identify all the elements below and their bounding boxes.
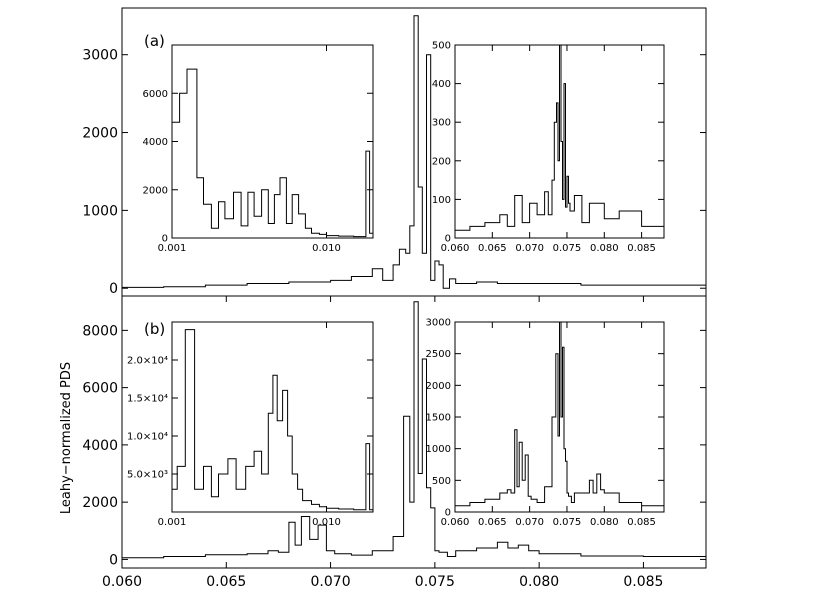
panel-b-main-xtick-label: 0.060 (102, 574, 142, 590)
panel-a-inset-right-xtick-label: 0.075 (553, 243, 582, 254)
panel-b-main-xtick-label: 0.070 (311, 574, 351, 590)
panel-a-main-panel-label: (a) (144, 32, 165, 50)
panel-b-inset-right-ytick-label: 1000 (426, 444, 451, 455)
panel-b-main-ytick-label: 2000 (82, 495, 118, 511)
panel-b-main-xtick-label: 0.075 (415, 574, 455, 590)
panel-a-inset-right-ytick-label: 200 (432, 156, 451, 167)
panel-b-main-xtick-label: 0.085 (623, 574, 663, 590)
panel-b-inset-left: 5.0×10³ 1.0×10⁴ 1.5×10⁴ 2.0×10⁴ 0.001 0.010 (127, 321, 374, 528)
panel-b-main-xtick-label: 0.065 (206, 574, 246, 590)
panel-b-inset-right-xtick-label: 0.075 (553, 517, 582, 528)
panel-b-inset-right-ytick-label: 2000 (426, 381, 451, 392)
panel-a-inset-right-xtick-label: 0.080 (590, 243, 619, 254)
panel-b-inset-right-xtick-label: 0.060 (441, 517, 470, 528)
panel-a-inset-right-ytick-label: 100 (432, 195, 451, 206)
panel-b-inset-left-frame (171, 321, 374, 513)
panel-b-inset-right-xtick-label: 0.080 (590, 517, 619, 528)
panel-b-inset-right-xtick-label: 0.085 (627, 517, 656, 528)
panel-a-inset-right-ytick-label: 400 (432, 79, 451, 90)
panel-a-inset-right-xtick-label: 0.085 (627, 243, 656, 254)
panel-b-inset-left-series-line (172, 329, 373, 511)
y-axis-label: Leahy−normalized PDS (59, 362, 74, 514)
panel-a-inset-left-ytick-label: 2000 (143, 185, 168, 196)
panel-b: 0 2000 4000 6000 8000 0.060 0.065 0.070 0.075 0.0… (82, 295, 707, 590)
panel-a-inset-right-ytick-label: 300 (432, 118, 451, 129)
panel-b-main-ytick-label: 4000 (82, 438, 118, 454)
panel-b-inset-right-ytick-label: 2500 (426, 349, 451, 360)
panel-b-main-ytick-label: 0 (109, 552, 118, 568)
panel-a-main-ytick-label: 2000 (82, 125, 118, 141)
panel-a-inset-left-xtick-label: 0.010 (312, 243, 341, 254)
panel-a-main-ytick-label: 1000 (82, 203, 118, 219)
panel-b-inset-right: 0 500 1000 1500 2000 2500 3000 0.060 0.065 0.070 0… (426, 318, 665, 528)
panel-a-main-series-line (122, 15, 707, 289)
panel-a-main-ytick-label: 0 (109, 281, 118, 297)
panel-b-main-series-line (122, 301, 707, 559)
panel-a-inset-right-ytick-label: 0 (445, 234, 451, 245)
panel-b-inset-right-ytick-label: 0 (445, 508, 451, 519)
panel-a-inset-right-ytick-label: 500 (432, 41, 451, 52)
panel-a-inset-right: 0 100 200 300 400 500 0.060 0.065 0.070 0.075 0.08… (432, 41, 665, 254)
panel-b-inset-left-xtick-label: 0.001 (158, 517, 187, 528)
panel-b-inset-right-ytick-label: 3000 (426, 318, 451, 329)
panel-b-main-panel-label: (b) (144, 320, 165, 338)
panel-a-inset-left-ytick-label: 4000 (143, 137, 168, 148)
panel-a-main-ytick-label: 3000 (82, 48, 118, 64)
panel-a-inset-left-xtick-label: 0.001 (158, 243, 187, 254)
panel-b-inset-left-ytick-label: 1.0×10⁴ (127, 432, 168, 443)
panel-b-inset-left-ytick-label: 5.0×10³ (127, 470, 168, 481)
panel-a-inset-right-xtick-label: 0.065 (478, 243, 507, 254)
panel-b-inset-right-xtick-label: 0.065 (478, 517, 507, 528)
panel-b-inset-right-ytick-label: 500 (432, 476, 451, 487)
panel-b-inset-left-xtick-label: 0.010 (312, 517, 341, 528)
panel-a-inset-left-series-line (172, 68, 373, 238)
panel-a-inset-left-ytick-label: 6000 (143, 89, 168, 100)
panel-a-inset-right-xtick-label: 0.070 (515, 243, 544, 254)
panel-b-inset-left-ytick-label: 2.0×10⁴ (127, 356, 168, 367)
panel-b-inset-left-ytick-label: 1.5×10⁴ (127, 394, 168, 405)
panel-b-inset-right-xtick-label: 0.070 (515, 517, 544, 528)
panel-a-inset-right-xtick-label: 0.060 (441, 243, 470, 254)
panel-b-main-ytick-label: 6000 (82, 381, 118, 397)
panel-a-inset-left-frame (171, 44, 374, 239)
panel-b-main-xtick-label: 0.080 (519, 574, 559, 590)
panel-a-inset-left: 0 2000 4000 6000 0.001 0.010 (143, 44, 374, 254)
panel-b-inset-right-ytick-label: 1500 (426, 413, 451, 424)
panel-b-main-ytick-label: 8000 (82, 323, 118, 339)
panel-a-inset-left-ytick-label: 0 (162, 234, 168, 245)
panel-a-inset-right-series-line (455, 44, 665, 231)
panel-b-inset-right-series-line (455, 321, 665, 507)
